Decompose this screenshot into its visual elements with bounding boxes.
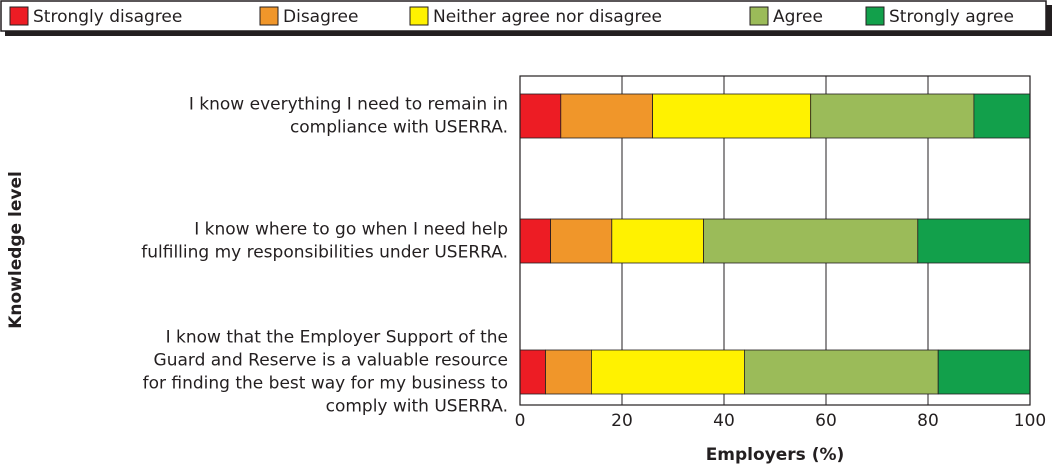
y-category-label: I know that the Employer Support of the [166,328,508,348]
legend-label: Disagree [283,7,358,27]
y-category-label: fulfilling my responsibilities under USE… [141,243,508,263]
x-tick-label: 20 [611,411,633,431]
y-category-label: I know where to go when I need help [194,220,508,240]
bar-segment [560,93,653,139]
bar-segment [703,218,919,264]
bar-segment [545,349,592,395]
bar-segment [519,218,552,264]
bar-segment [937,349,1031,395]
bar-segment [519,93,562,139]
bar-segment [810,93,975,139]
bar-segment [519,349,546,395]
y-category-label: for finding the best way for my business… [143,374,508,394]
legend-swatch [865,6,885,26]
y-category-label: comply with USERRA. [326,397,508,417]
legend-label: Agree [773,7,823,27]
legend-swatch [259,6,279,26]
legend-swatch [9,6,29,26]
y-category-label: I know everything I need to remain in [189,95,508,115]
bar-segment [591,349,745,395]
bar-segment [973,93,1031,139]
legend-label: Neither agree nor disagree [433,7,662,27]
plot-frame [519,75,1031,406]
bar-segment [652,93,812,139]
legend-swatch [409,6,429,26]
x-axis-title: Employers (%) [706,445,845,465]
legend-label: Strongly agree [889,7,1014,27]
x-tick-label: 80 [917,411,939,431]
x-tick-label: 60 [815,411,837,431]
bar-segment [917,218,1031,264]
bar-segment [611,218,704,264]
y-category-label: compliance with USERRA. [290,118,508,138]
x-tick-label: 0 [515,411,526,431]
legend-swatch [749,6,769,26]
y-axis-title: Knowledge level [6,171,26,329]
legend-label: Strongly disagree [33,7,182,27]
y-category-label: Guard and Reserve is a valuable resource [154,351,508,371]
bar-segment [744,349,939,395]
x-tick-label: 40 [713,411,735,431]
x-tick-label: 100 [1014,411,1046,431]
bar-segment [550,218,613,264]
